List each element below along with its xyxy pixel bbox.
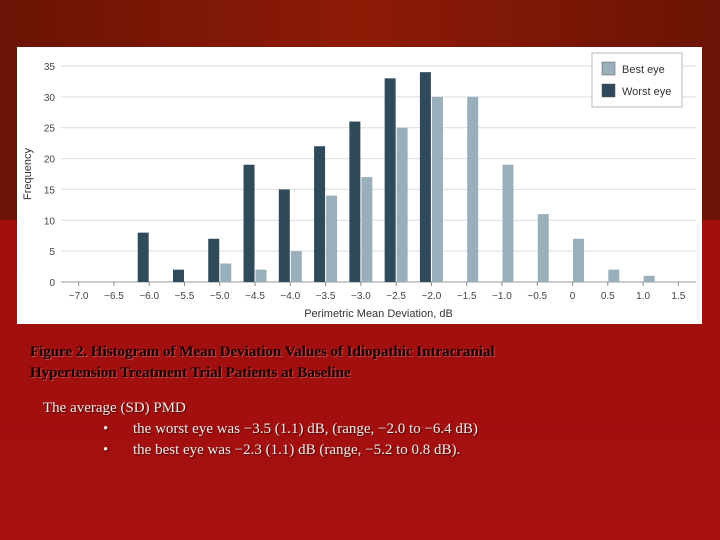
notes-block: The average (SD) PMD • the worst eye was… xyxy=(43,398,683,461)
x-tick-label: −1.0 xyxy=(492,291,512,302)
x-tick-label: −7.0 xyxy=(69,291,89,302)
bullet-icon: • xyxy=(103,442,109,458)
histogram-chart: 0 5 10 15 20 25 30 35 Frequency −7.0 −6.5 −6.0 −5.5 −… xyxy=(22,52,696,320)
legend-swatch xyxy=(601,83,616,98)
caption-line-2: Hypertension Treatment Trial Patients at… xyxy=(30,365,351,381)
bar-best-eye xyxy=(431,96,443,282)
bar-worst-eye xyxy=(208,238,220,282)
bar-best-eye xyxy=(290,251,302,282)
y-tick-label: 20 xyxy=(44,155,56,166)
bar-best-eye xyxy=(220,263,232,282)
bar-worst-eye xyxy=(137,232,149,282)
bar-best-eye xyxy=(396,127,408,282)
bar-best-eye xyxy=(467,96,479,282)
bar-worst-eye xyxy=(349,121,361,283)
x-tick-label: −0.5 xyxy=(527,291,547,302)
x-axis-label: Perimetric Mean Deviation, dB xyxy=(304,308,453,320)
bar-best-eye xyxy=(361,177,373,282)
x-tick-label: −5.0 xyxy=(210,291,230,302)
bar-best-eye xyxy=(255,269,267,282)
y-tick-label: 30 xyxy=(44,93,56,104)
y-axis-label: Frequency xyxy=(22,148,34,200)
y-tick-label: 5 xyxy=(49,247,55,258)
y-tick-label: 35 xyxy=(44,62,56,73)
figure-caption: Figure 2. Histogram of Mean Deviation Va… xyxy=(30,342,670,384)
x-tick-label: −3.5 xyxy=(316,291,336,302)
legend-swatch xyxy=(601,61,616,76)
bar-best-eye xyxy=(502,164,514,282)
bar-worst-eye xyxy=(172,269,184,282)
chart-panel: 0 5 10 15 20 25 30 35 Frequency −7.0 −6.5 −6.0 −5.5 −… xyxy=(17,47,702,324)
bar-worst-eye xyxy=(384,78,396,282)
x-tick-label: −6.0 xyxy=(139,291,159,302)
bar-worst-eye xyxy=(278,189,290,282)
x-tick-label: −6.5 xyxy=(104,291,124,302)
bullet-text: the best eye was −2.3 (1.1) dB (range, −… xyxy=(133,442,461,458)
x-tick-label: −5.5 xyxy=(175,291,195,302)
y-tick-label: 15 xyxy=(44,185,56,196)
y-tick-label: 0 xyxy=(49,278,55,289)
bar-worst-eye xyxy=(314,146,326,282)
bullet-icon: • xyxy=(103,421,109,437)
x-tick-label: 1.0 xyxy=(636,291,650,302)
bar-best-eye xyxy=(573,238,585,282)
x-tick-label: −3.0 xyxy=(351,291,371,302)
bar-best-eye xyxy=(537,214,549,282)
y-tick-label: 10 xyxy=(44,216,56,227)
legend-box xyxy=(591,52,683,108)
bar-worst-eye xyxy=(243,164,255,282)
x-tick-label: −1.5 xyxy=(457,291,477,302)
bullet-item: • the worst eye was −3.5 (1.1) dB, (rang… xyxy=(43,419,683,440)
bar-best-eye xyxy=(326,195,338,282)
x-tick-label: 0.5 xyxy=(601,291,615,302)
legend-label: Worst eye xyxy=(622,86,671,98)
x-tick-label: −2.0 xyxy=(422,291,442,302)
bar-best-eye xyxy=(608,269,620,282)
notes-intro: The average (SD) PMD xyxy=(43,400,186,416)
x-tick-label: −4.5 xyxy=(245,291,265,302)
bullet-text: the worst eye was −3.5 (1.1) dB, (range,… xyxy=(133,421,478,437)
bar-worst-eye xyxy=(419,72,431,282)
x-tick-label: 0 xyxy=(570,291,576,302)
legend-label: Best eye xyxy=(622,64,665,76)
bar-best-eye xyxy=(643,275,655,282)
y-tick-label: 25 xyxy=(44,124,56,135)
caption-line-1: Figure 2. Histogram of Mean Deviation Va… xyxy=(30,344,495,360)
x-tick-label: 1.5 xyxy=(671,291,685,302)
bullet-item: • the best eye was −2.3 (1.1) dB (range,… xyxy=(43,440,683,461)
x-tick-label: −4.0 xyxy=(280,291,300,302)
x-tick-label: −2.5 xyxy=(386,291,406,302)
